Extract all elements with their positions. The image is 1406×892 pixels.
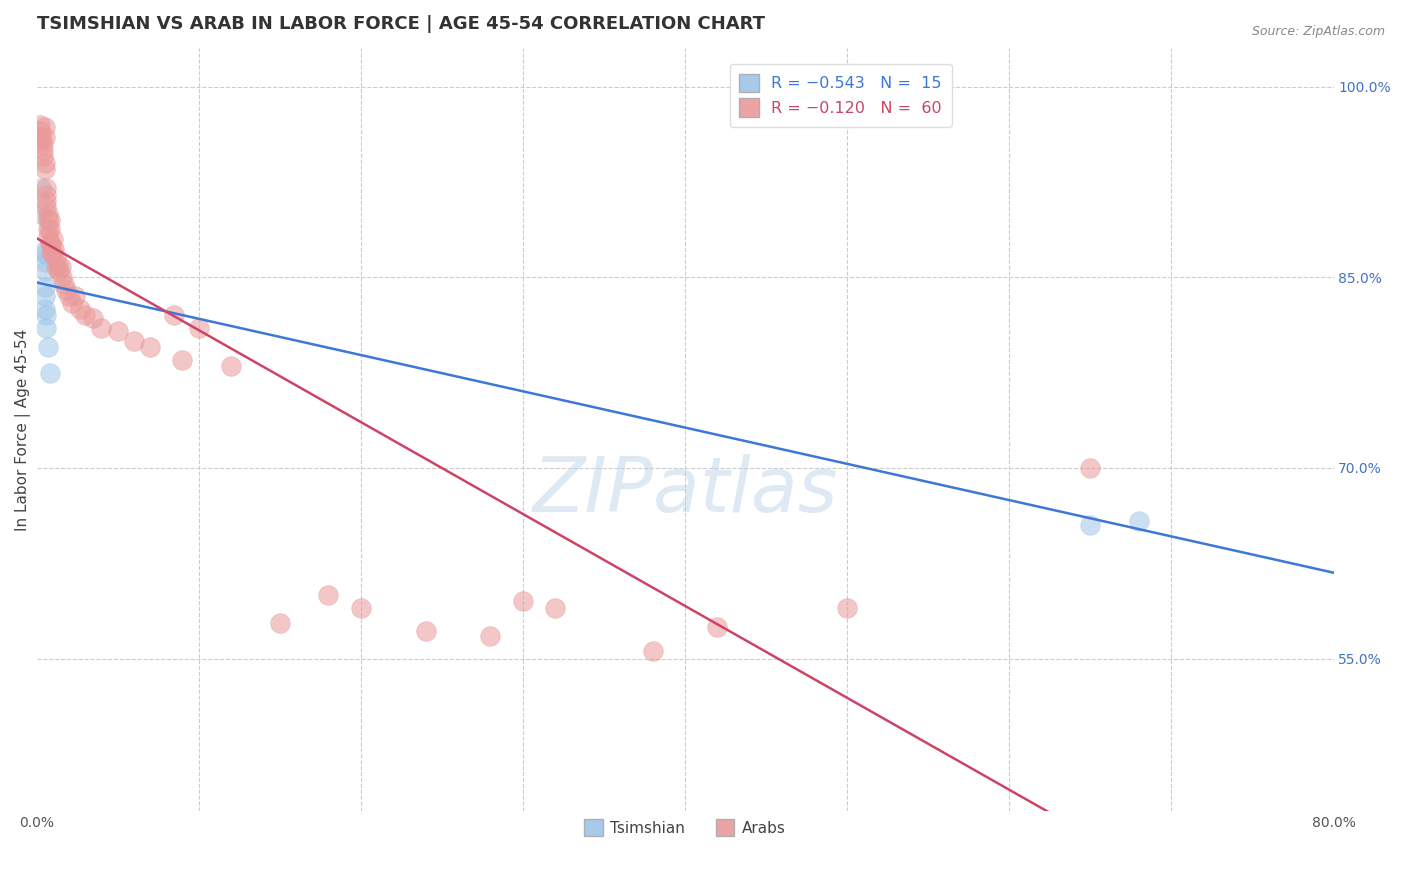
Point [65, 289, 87, 303]
Point [163, 309, 186, 323]
Point [34, 247, 56, 261]
Point [34, 255, 56, 269]
Point [641, 644, 664, 658]
Point [55, 283, 77, 297]
Point [90, 321, 112, 335]
Point [34, 301, 56, 316]
Point [1078, 461, 1101, 475]
Legend: Tsimshian, Arabs: Tsimshian, Arabs [575, 810, 794, 846]
Point [34, 289, 56, 303]
Point [35, 181, 58, 195]
Point [46, 258, 69, 272]
Point [37, 340, 59, 354]
Point [35, 309, 58, 323]
Point [75, 309, 97, 323]
Point [39, 238, 62, 252]
Point [38, 366, 60, 380]
Point [415, 624, 437, 638]
Point [30, 130, 52, 145]
Point [45, 260, 67, 274]
Point [48, 264, 70, 278]
Point [32, 136, 55, 151]
Point [38, 222, 60, 236]
Point [44, 242, 66, 256]
Point [28, 124, 51, 138]
Point [139, 340, 162, 354]
Point [32, 143, 55, 157]
Point [34, 130, 56, 145]
Y-axis label: In Labor Force | Age 45-54: In Labor Force | Age 45-54 [15, 328, 31, 531]
Point [350, 600, 373, 615]
Point [60, 295, 83, 310]
Point [39, 244, 62, 259]
Point [34, 156, 56, 170]
Point [42, 232, 65, 246]
Point [45, 251, 67, 265]
Point [34, 280, 56, 294]
Point [35, 321, 58, 335]
Point [269, 615, 291, 630]
Point [42, 247, 65, 261]
Text: Source: ZipAtlas.com: Source: ZipAtlas.com [1251, 25, 1385, 38]
Point [35, 200, 58, 214]
Point [837, 600, 859, 615]
Point [30, 181, 52, 195]
Point [479, 629, 502, 643]
Point [34, 264, 56, 278]
Point [82, 310, 104, 325]
Point [1128, 514, 1150, 528]
Point [37, 229, 59, 244]
Point [58, 289, 80, 303]
Point [544, 600, 567, 615]
Point [37, 213, 59, 227]
Point [512, 594, 534, 608]
Point [107, 324, 129, 338]
Point [219, 359, 242, 374]
Point [53, 277, 76, 291]
Point [318, 588, 340, 602]
Point [32, 149, 55, 163]
Point [122, 334, 145, 348]
Point [32, 244, 55, 259]
Text: TSIMSHIAN VS ARAB IN LABOR FORCE | AGE 45-54 CORRELATION CHART: TSIMSHIAN VS ARAB IN LABOR FORCE | AGE 4… [37, 15, 765, 33]
Point [28, 118, 51, 132]
Point [38, 213, 60, 227]
Point [49, 260, 72, 274]
Point [172, 352, 194, 367]
Point [34, 162, 56, 177]
Point [35, 194, 58, 208]
Point [187, 321, 209, 335]
Point [38, 235, 60, 249]
Point [69, 301, 91, 316]
Point [37, 222, 59, 236]
Point [30, 207, 52, 221]
Point [1078, 518, 1101, 533]
Point [34, 120, 56, 135]
Point [706, 620, 728, 634]
Point [37, 207, 59, 221]
Text: ZIPatlas: ZIPatlas [533, 454, 838, 528]
Point [51, 270, 73, 285]
Point [35, 187, 58, 202]
Point [30, 133, 52, 147]
